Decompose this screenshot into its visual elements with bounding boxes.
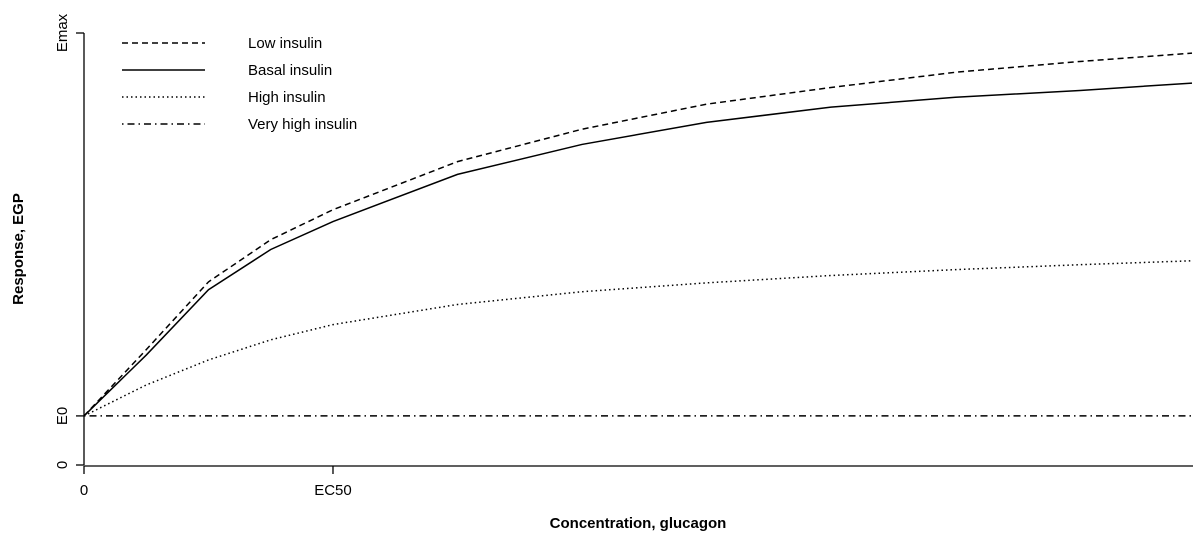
legend-label: Low insulin: [248, 35, 322, 52]
line-series: [83, 82, 1193, 417]
line-series: [83, 260, 1193, 417]
legend-label: Basal insulin: [248, 62, 332, 79]
line-series: [83, 52, 1193, 417]
y-tick-label: Emax: [54, 13, 71, 52]
x-axis-label: Concentration, glucagon: [550, 515, 727, 532]
legend-label: Very high insulin: [248, 116, 357, 133]
x-tick-label: EC50: [314, 482, 352, 499]
y-tick-label: E0: [54, 407, 71, 425]
legend-label: High insulin: [248, 89, 326, 106]
y-axis-label: Response, EGP: [10, 193, 27, 305]
y-tick-label: 0: [54, 461, 71, 469]
x-tick-label: 0: [80, 482, 88, 499]
